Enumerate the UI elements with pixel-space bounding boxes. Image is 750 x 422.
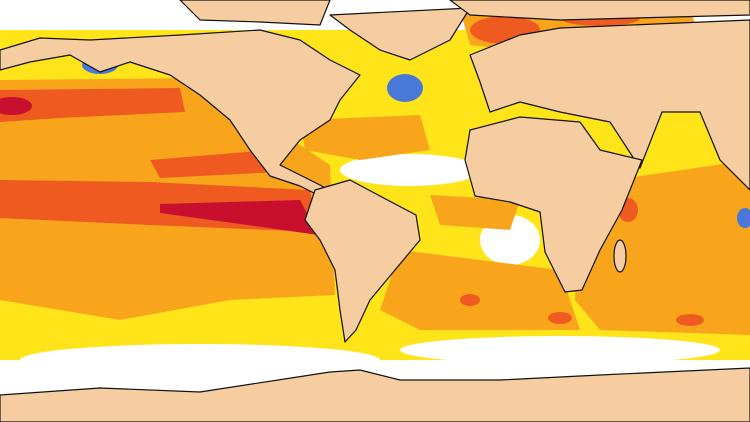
- dark-orange-region: [0, 88, 185, 122]
- red-region: [160, 200, 318, 235]
- south-america: [304, 179, 421, 343]
- madagascar: [613, 239, 627, 273]
- dark-orange-region: [548, 312, 572, 324]
- eurasia: [469, 19, 750, 191]
- orange-region: [300, 115, 430, 160]
- neutral-patch: [400, 336, 720, 364]
- blue-region: [737, 208, 750, 228]
- neutral-patch: [340, 154, 480, 186]
- arctic-coast: [449, 0, 750, 21]
- blue-region: [387, 74, 423, 102]
- anomaly-very-hot: [0, 97, 318, 235]
- dark-orange-region: [676, 314, 704, 326]
- orange-region: [380, 250, 580, 330]
- dark-orange-region: [460, 294, 480, 306]
- dark-orange-region: [150, 150, 280, 178]
- neutral-patch: [20, 344, 380, 376]
- red-region: [0, 97, 32, 115]
- antarctica: [0, 367, 750, 422]
- africa: [464, 116, 643, 293]
- orange-region: [430, 195, 520, 230]
- arctic-islands: [179, 0, 331, 26]
